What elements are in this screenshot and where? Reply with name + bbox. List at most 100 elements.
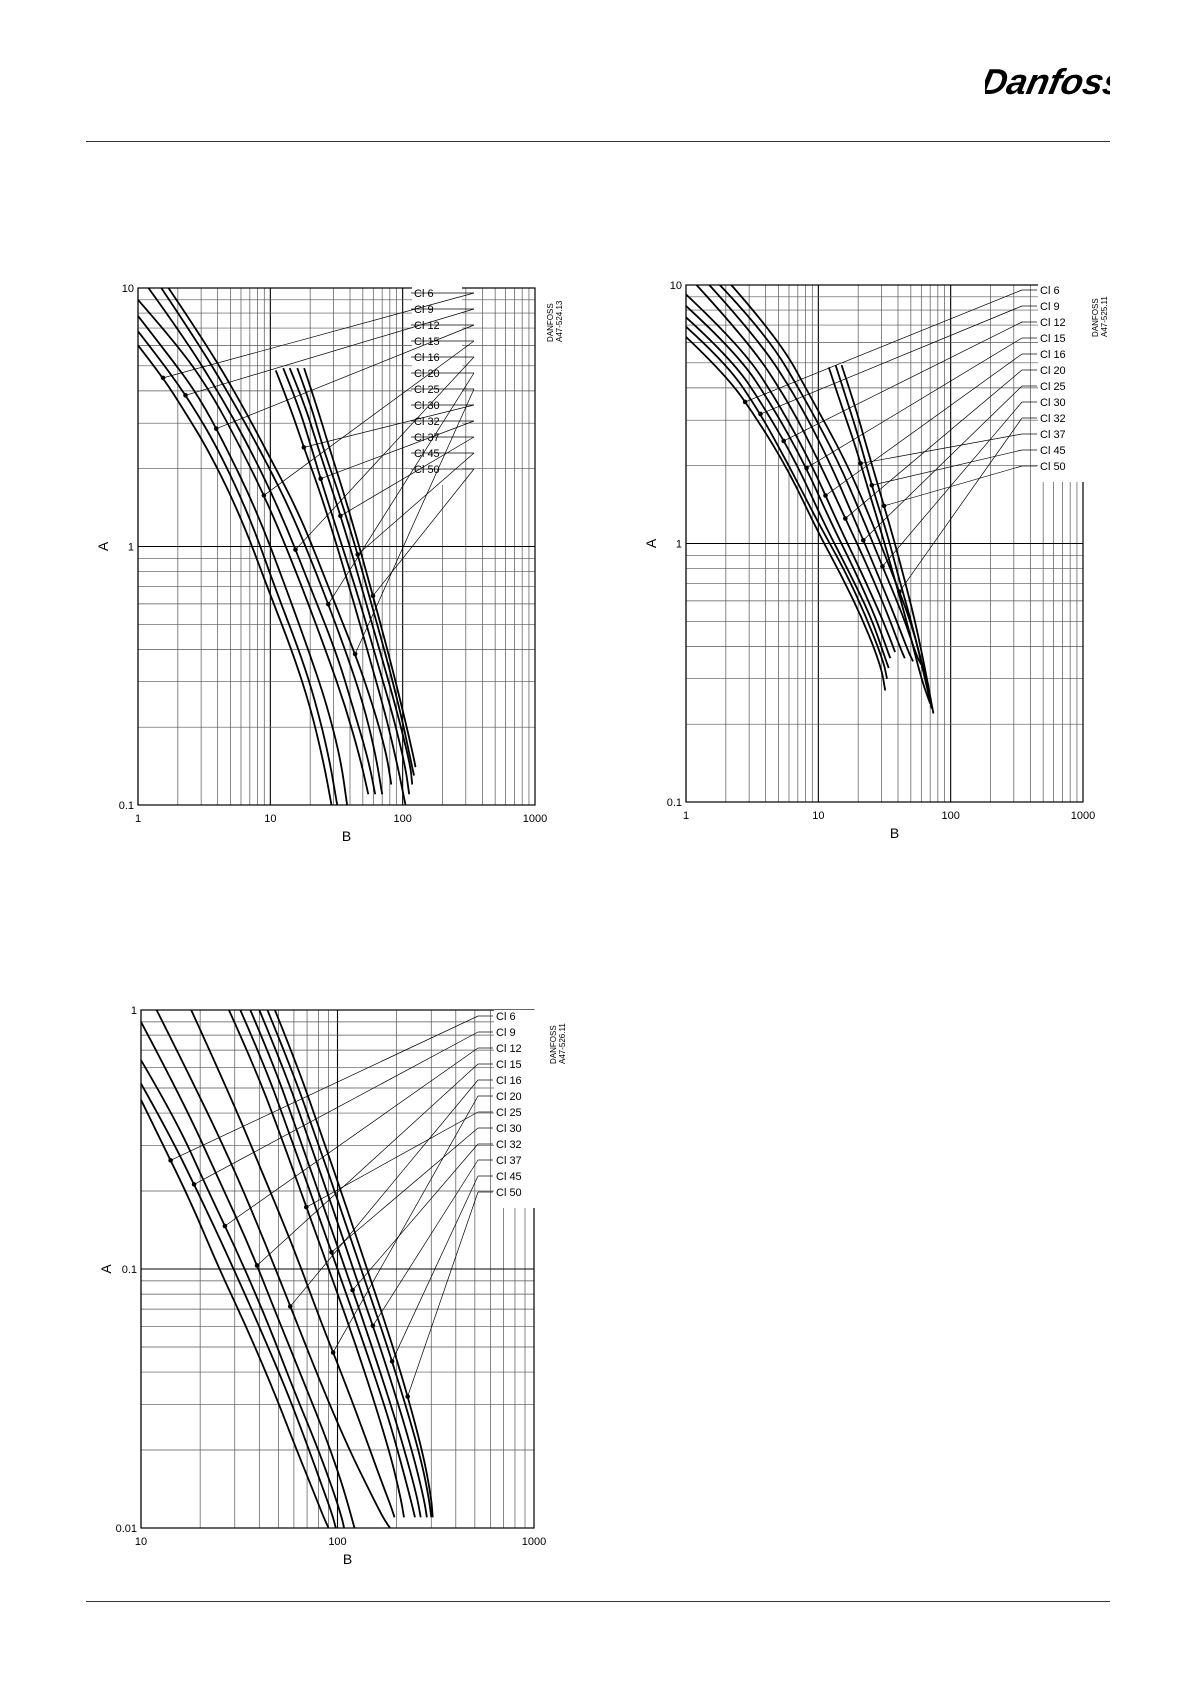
legend-label: Cl 16 — [496, 1075, 522, 1087]
legend-label: Cl 20 — [496, 1091, 522, 1103]
legend-label: Cl 12 — [1040, 317, 1066, 329]
x-tick-label: 1000 — [522, 1536, 546, 1548]
x-tick-label: 1000 — [523, 813, 547, 825]
leader-line — [372, 468, 475, 597]
y-tick-label: 1 — [131, 1005, 137, 1017]
series-line — [708, 284, 914, 662]
legend-label: Cl 6 — [496, 1011, 516, 1023]
series-line — [137, 330, 339, 806]
legend-label: Cl 15 — [414, 336, 440, 348]
series-line — [167, 287, 393, 785]
series-line — [137, 315, 348, 806]
figure-code: DANFOSS A47-525.11 — [1091, 296, 1109, 337]
leader-line — [340, 436, 475, 517]
series-line — [834, 364, 933, 709]
x-tick-label: 100 — [393, 813, 411, 825]
legend-label: Cl 25 — [496, 1107, 522, 1119]
legend-label: Cl 25 — [414, 384, 440, 396]
series-line — [239, 1009, 416, 1518]
legend-label: Cl 50 — [496, 1187, 522, 1199]
series-marker — [843, 516, 848, 521]
leader-line — [372, 1159, 479, 1326]
y-tick-label: 1 — [128, 542, 134, 554]
figure-code-line2: A47-525.11 — [1100, 296, 1109, 337]
series-line — [140, 1083, 337, 1529]
series-marker — [804, 465, 809, 471]
series-line — [685, 305, 892, 659]
series-marker — [293, 547, 298, 552]
series-marker — [213, 426, 219, 431]
legend-label: Cl 12 — [496, 1043, 522, 1055]
series-line — [155, 1009, 391, 1529]
series-line — [685, 326, 888, 679]
leader-line — [170, 1015, 479, 1161]
series-marker — [222, 1223, 228, 1229]
series-line — [190, 1009, 396, 1518]
legend-label: Cl 37 — [496, 1155, 522, 1167]
series-line — [137, 299, 370, 795]
series-line — [160, 287, 384, 795]
series-line — [266, 1009, 433, 1518]
x-tick-label: 10 — [135, 1536, 147, 1548]
legend-label: Cl 30 — [496, 1123, 522, 1135]
legend-label: Cl 45 — [414, 448, 440, 460]
leader-line — [883, 465, 1023, 507]
legend-label: Cl 12 — [414, 320, 440, 332]
series-line — [140, 1059, 345, 1529]
leader-line — [352, 1143, 479, 1291]
figure-code: DANFOSS A47-526.11 — [549, 1023, 567, 1064]
series-marker — [781, 438, 786, 444]
leader-line — [882, 401, 1023, 567]
series-line — [695, 284, 906, 659]
y-axis-label: A — [98, 1264, 114, 1274]
leader-line — [320, 420, 475, 480]
legend-label: Cl 15 — [496, 1059, 522, 1071]
legend-label: Cl 16 — [414, 352, 440, 364]
series-marker — [389, 1359, 395, 1364]
series-marker — [742, 399, 748, 405]
leader-line — [331, 1127, 479, 1253]
series-marker — [355, 552, 361, 557]
series-marker — [370, 593, 376, 599]
legend-box — [494, 1010, 544, 1208]
legend-label: Cl 20 — [1040, 365, 1066, 377]
series-marker — [881, 503, 887, 509]
leader-line — [216, 324, 475, 429]
leader-line — [327, 372, 475, 605]
legend-label: Cl 30 — [1040, 397, 1066, 409]
series-line — [685, 316, 890, 669]
series-line — [249, 1009, 422, 1518]
legend-label: Cl 32 — [496, 1139, 522, 1151]
legend-label: Cl 9 — [496, 1027, 516, 1039]
plot-frame — [140, 1009, 535, 1529]
series-line — [137, 344, 333, 806]
plot-frame — [685, 284, 1084, 803]
series-marker — [860, 537, 866, 543]
series-marker — [304, 1204, 309, 1210]
legend-label: Cl 30 — [414, 400, 440, 412]
leader-line — [162, 292, 475, 379]
y-tick-label: 0.1 — [119, 800, 134, 812]
series-line — [303, 367, 417, 768]
x-tick-label: 100 — [328, 1536, 346, 1548]
x-tick-label: 1000 — [1071, 810, 1095, 822]
leader-line — [185, 308, 475, 396]
y-tick-label: 0.1 — [667, 797, 682, 809]
x-tick-label: 1 — [683, 810, 689, 822]
series-marker — [370, 1323, 376, 1329]
series-marker — [168, 1158, 173, 1163]
legend-label: Cl 50 — [1040, 461, 1066, 473]
series-marker — [254, 1263, 260, 1268]
y-axis-label: A — [643, 538, 659, 548]
series-marker — [329, 1249, 334, 1255]
legend-label: Cl 45 — [1040, 445, 1066, 457]
leader-line — [306, 1111, 479, 1208]
legend-label: Cl 32 — [414, 416, 440, 428]
series-marker — [301, 445, 307, 450]
figure-code: DANFOSS A47-524.13 — [546, 300, 564, 342]
leader-line — [256, 1063, 479, 1266]
x-tick-label: 10 — [812, 810, 824, 822]
leader-line — [407, 1191, 479, 1397]
series-line — [274, 1009, 434, 1518]
leader-line — [224, 1047, 479, 1227]
